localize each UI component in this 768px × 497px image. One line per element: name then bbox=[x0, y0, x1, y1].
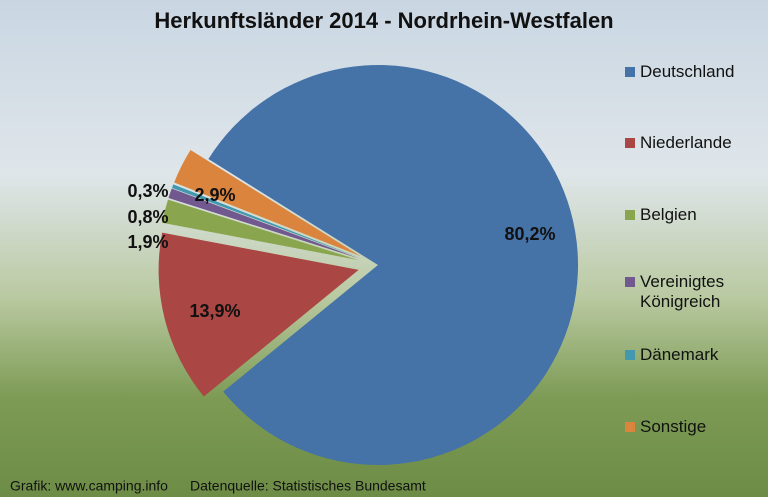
pie-slice bbox=[174, 150, 361, 256]
chart-title: Herkunftsländer 2014 - Nordrhein-Westfal… bbox=[154, 8, 613, 33]
data-label: 0,8% bbox=[127, 207, 168, 227]
data-label: 13,9% bbox=[189, 301, 240, 321]
pie-slice bbox=[171, 184, 360, 258]
data-label: 0,3% bbox=[127, 181, 168, 201]
data-label: 80,2% bbox=[504, 224, 555, 244]
pie-slice bbox=[158, 232, 359, 397]
legend-label: Niederlande bbox=[640, 133, 732, 152]
legend-swatch bbox=[625, 277, 635, 287]
legend-label: Deutschland bbox=[640, 62, 735, 81]
pie-slice bbox=[168, 188, 360, 259]
legend-swatch bbox=[625, 210, 635, 220]
legend-swatch bbox=[625, 138, 635, 148]
legend-label: Belgien bbox=[640, 205, 697, 224]
pie-slice bbox=[162, 199, 359, 261]
legend-label: Vereinigtes Königreich bbox=[640, 272, 725, 311]
legend-swatch bbox=[625, 67, 635, 77]
legend-label: Sonstige bbox=[640, 417, 707, 436]
pie-slice bbox=[208, 64, 578, 465]
legend-swatch bbox=[625, 350, 635, 360]
data-label: 2,9% bbox=[194, 185, 235, 205]
footer-source: Grafik: www.camping.info bbox=[10, 478, 168, 494]
legend-swatch bbox=[625, 422, 635, 432]
footer-data: Datenquelle: Statistisches Bundesamt bbox=[190, 478, 426, 494]
data-label: 1,9% bbox=[127, 232, 168, 252]
legend-label: Dänemark bbox=[640, 345, 719, 364]
